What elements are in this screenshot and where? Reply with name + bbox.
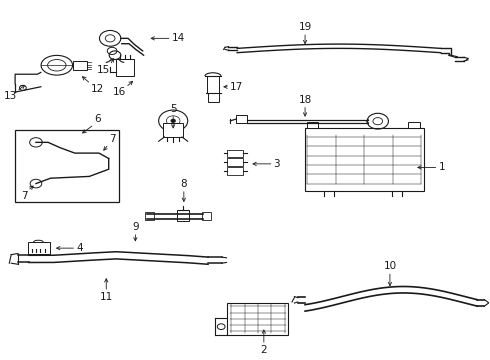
Bar	[176, 211, 189, 221]
Bar	[307, 122, 318, 128]
Bar	[227, 303, 288, 335]
Circle shape	[171, 120, 175, 122]
Text: 14: 14	[172, 33, 185, 43]
Bar	[207, 76, 219, 93]
Bar	[408, 122, 420, 128]
Bar	[116, 59, 134, 76]
Text: 6: 6	[94, 114, 101, 125]
Text: 3: 3	[273, 159, 280, 169]
Bar	[15, 130, 120, 202]
Text: 16: 16	[112, 87, 125, 98]
Text: 12: 12	[91, 84, 104, 94]
Text: 18: 18	[298, 95, 312, 105]
Bar	[208, 93, 219, 102]
Text: 13: 13	[3, 91, 17, 101]
Text: 17: 17	[230, 82, 243, 92]
Text: 2: 2	[261, 345, 267, 355]
Ellipse shape	[48, 59, 66, 71]
Text: 1: 1	[439, 162, 445, 172]
Bar	[227, 158, 243, 166]
Text: 8: 8	[180, 179, 187, 189]
Text: 7: 7	[21, 191, 28, 201]
Bar	[227, 149, 243, 157]
Text: 4: 4	[76, 243, 83, 253]
Text: 11: 11	[99, 292, 113, 302]
Bar	[74, 60, 87, 69]
Ellipse shape	[41, 55, 73, 75]
Bar	[227, 167, 243, 175]
Bar	[236, 116, 247, 123]
Text: 9: 9	[132, 222, 139, 232]
Text: 5: 5	[170, 104, 176, 114]
Bar	[164, 123, 183, 137]
Text: 15: 15	[97, 65, 110, 75]
Bar	[145, 212, 154, 220]
Text: 10: 10	[383, 261, 396, 271]
FancyBboxPatch shape	[305, 128, 424, 191]
Bar	[28, 242, 49, 253]
Text: 19: 19	[298, 22, 312, 32]
Text: 7: 7	[109, 134, 115, 144]
Bar	[202, 212, 211, 220]
